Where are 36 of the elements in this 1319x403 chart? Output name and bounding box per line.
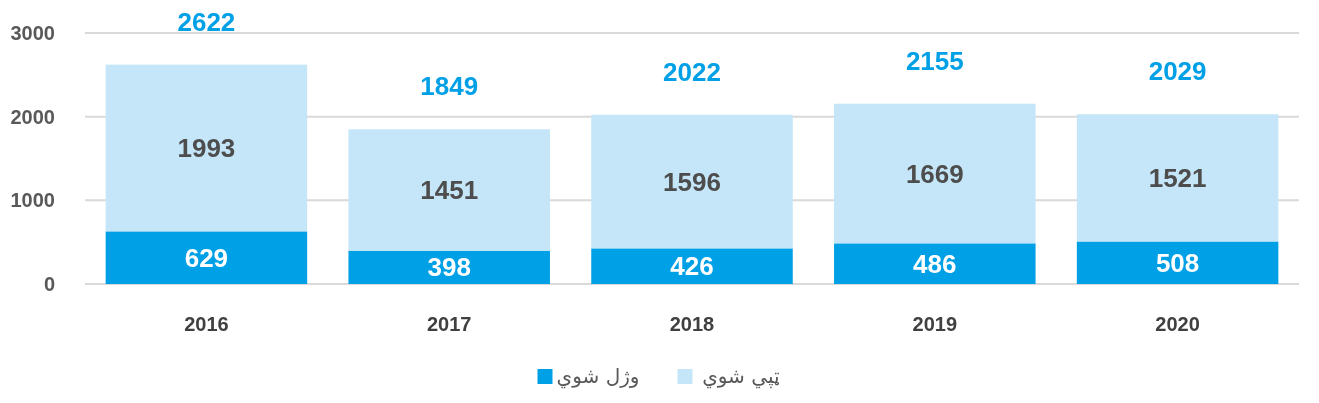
bar bbox=[348, 250, 550, 284]
data-label: 629 bbox=[184, 242, 229, 273]
total-label: 2622 bbox=[177, 6, 236, 37]
bar bbox=[105, 64, 308, 232]
x-tick-label: 2018 bbox=[669, 313, 715, 335]
data-label: 1596 bbox=[663, 166, 721, 197]
data-label: 426 bbox=[670, 251, 714, 282]
x-tick-label: 2017 bbox=[426, 313, 472, 335]
data-label: 486 bbox=[913, 248, 957, 279]
bar bbox=[105, 231, 308, 284]
x-tick-label: 2016 bbox=[184, 313, 229, 335]
bar bbox=[834, 103, 1036, 244]
y-tick-label: 2000 bbox=[10, 105, 55, 128]
bar bbox=[591, 248, 793, 284]
data-label: 1521 bbox=[1148, 162, 1207, 193]
data-label: 1451 bbox=[420, 175, 479, 206]
data-label: 1993 bbox=[177, 133, 236, 164]
data-label: 398 bbox=[427, 252, 471, 283]
bar bbox=[1076, 114, 1279, 242]
x-tick-label: 2020 bbox=[1155, 313, 1200, 335]
total-label: 2155 bbox=[905, 45, 964, 76]
total-label: 2022 bbox=[663, 56, 721, 87]
total-label: 1849 bbox=[420, 71, 479, 102]
y-tick-label: 3000 bbox=[10, 22, 55, 44]
data-label: 508 bbox=[1155, 247, 1200, 278]
bar bbox=[591, 114, 793, 249]
legend-label: وژل شوي bbox=[556, 364, 640, 389]
legend-label: ټپي شوي bbox=[702, 364, 780, 389]
y-tick-label: 0 bbox=[43, 273, 55, 295]
data-label: 1669 bbox=[905, 158, 964, 189]
bar bbox=[348, 129, 550, 251]
total-label: 2029 bbox=[1148, 56, 1207, 87]
bar bbox=[1076, 241, 1279, 284]
x-tick-label: 2019 bbox=[912, 313, 958, 335]
bar bbox=[834, 243, 1036, 284]
y-tick-label: 1000 bbox=[10, 189, 55, 212]
